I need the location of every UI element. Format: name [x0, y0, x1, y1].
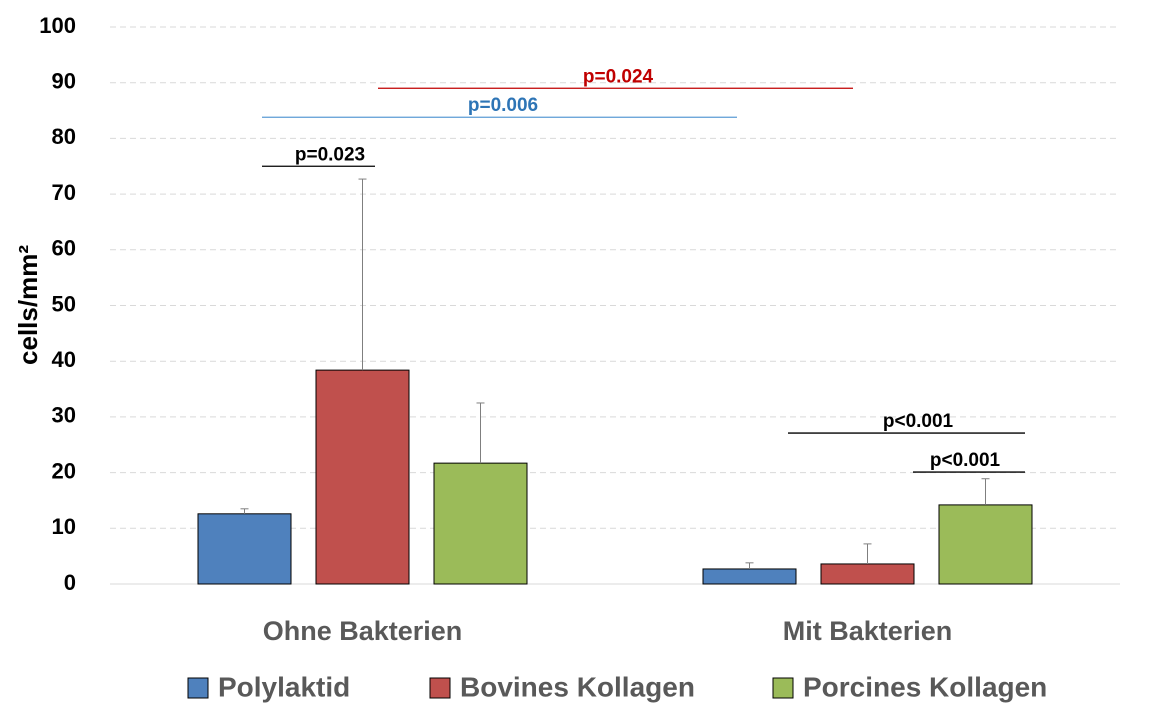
legend-swatch — [772, 677, 794, 699]
x-tick-label: Mit Bakterien — [783, 616, 953, 646]
y-tick-label: 60 — [52, 236, 76, 261]
legend-label: Porcines Kollagen — [803, 671, 1047, 702]
y-tick-label: 100 — [39, 13, 76, 38]
legend-swatch — [187, 677, 209, 699]
y-tick-label: 30 — [52, 403, 76, 428]
bar — [315, 369, 410, 585]
y-tick-label: 10 — [52, 514, 76, 539]
y-tick-label: 20 — [52, 458, 76, 483]
y-tick-label: 90 — [52, 69, 76, 94]
significance-label: p=0.024 — [583, 66, 654, 87]
significance-label: p<0.001 — [930, 450, 1001, 471]
bar — [820, 563, 915, 585]
legend-label: Polylaktid — [218, 671, 350, 702]
bar — [433, 462, 528, 585]
bar — [938, 504, 1033, 585]
y-tick-label: 50 — [52, 291, 76, 316]
y-tick-label: 70 — [52, 180, 76, 205]
bar — [702, 568, 797, 585]
legend-swatch — [429, 677, 451, 699]
legend-label: Bovines Kollagen — [460, 671, 695, 702]
y-tick-label: 80 — [52, 124, 76, 149]
x-tick-label: Ohne Bakterien — [263, 616, 463, 646]
significance-label: p<0.001 — [883, 411, 954, 432]
significance-label: p=0.006 — [468, 95, 538, 116]
y-tick-label: 40 — [52, 347, 76, 372]
y-tick-label: 0 — [64, 570, 76, 595]
bar — [197, 513, 292, 585]
y-axis-label: cells/mm² — [13, 245, 43, 365]
significance-label: p=0.023 — [295, 144, 365, 165]
